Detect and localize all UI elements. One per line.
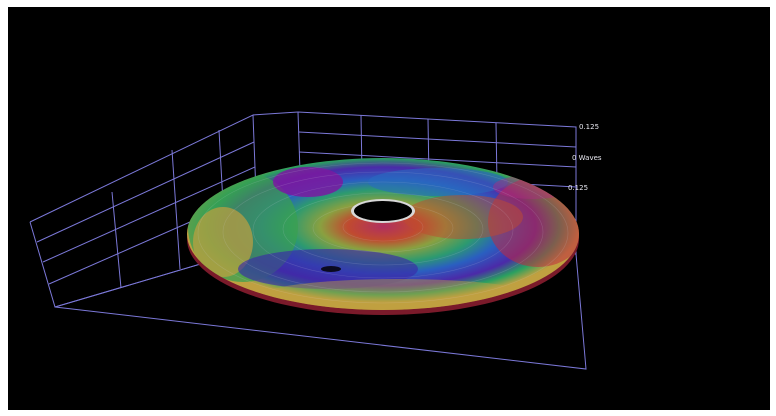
left-wall-gridline [36, 141, 255, 243]
surface-defect [321, 266, 341, 272]
top-edge [252, 111, 299, 116]
axis-label-top: 0.125 [579, 123, 600, 131]
colormap-patch [368, 168, 508, 196]
back-wall-gridline [298, 151, 577, 168]
left-wall-gridline [42, 166, 256, 263]
axis-grid [29, 111, 587, 370]
colormap-patch [403, 195, 523, 239]
colormap-patch [493, 175, 573, 199]
left-wall-gridline [171, 149, 181, 270]
colormap-patch [193, 207, 253, 277]
3d-surface-viewport[interactable]: 0.125 0 Waves 0.125 [8, 7, 770, 410]
colormap-patch [273, 167, 343, 197]
axis-label-middle: 0 Waves [572, 154, 602, 162]
center-hole [354, 201, 412, 221]
back-wall-gridline [298, 131, 577, 148]
axis-label-bottom: 0.125 [568, 184, 589, 192]
wavefront-disc[interactable] [187, 158, 588, 315]
left-wall-gridline [111, 191, 122, 289]
wavefront-surface-plot[interactable] [8, 7, 770, 410]
